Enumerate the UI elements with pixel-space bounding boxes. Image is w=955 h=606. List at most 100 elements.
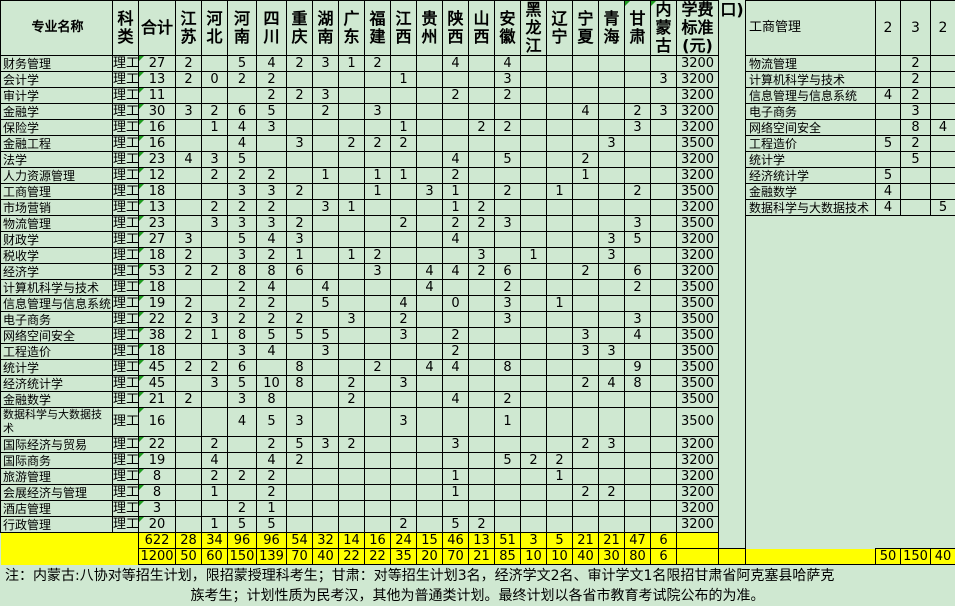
province-quota[interactable]: 3 [443, 437, 469, 453]
province-quota[interactable] [313, 485, 339, 501]
province-quota[interactable] [365, 312, 391, 328]
province-quota[interactable] [625, 72, 651, 88]
province-total[interactable]: 50 [176, 549, 202, 565]
province-quota[interactable] [176, 517, 202, 533]
province-quota[interactable]: 1 [443, 485, 469, 501]
province-quota[interactable]: 2 [257, 248, 287, 264]
province-quota[interactable] [313, 184, 339, 200]
province-quota[interactable] [365, 453, 391, 469]
province-quota[interactable] [365, 376, 391, 392]
province-quota[interactable] [469, 360, 495, 376]
header-province[interactable]: 辽宁 [547, 1, 573, 56]
province-quota[interactable] [365, 469, 391, 485]
province-quota[interactable]: 2 [495, 88, 521, 104]
province-quota[interactable]: 2 [495, 392, 521, 408]
province-quota[interactable] [391, 264, 417, 280]
right-major-name[interactable]: 物流管理 [746, 56, 876, 72]
province-quota[interactable] [547, 168, 573, 184]
province-quota[interactable] [176, 485, 202, 501]
totals-label[interactable] [1, 533, 139, 549]
right-empty[interactable] [746, 376, 955, 392]
right-quota[interactable] [876, 104, 901, 120]
province-quota[interactable]: 3 [417, 184, 443, 200]
right-quota[interactable]: 2 [901, 56, 931, 72]
right-major-name[interactable]: 网络空间安全 [746, 120, 876, 136]
province-quota[interactable] [547, 517, 573, 533]
right-empty[interactable] [746, 485, 955, 501]
major-type[interactable]: 理工 [113, 469, 139, 485]
province-quota[interactable] [391, 469, 417, 485]
province-quota[interactable]: 0 [443, 296, 469, 312]
province-quota[interactable] [443, 120, 469, 136]
province-quota[interactable]: 2 [176, 56, 202, 72]
major-name[interactable]: 税收学 [1, 248, 113, 264]
province-quota[interactable] [599, 328, 625, 344]
province-total[interactable]: 150 [228, 549, 257, 565]
major-name[interactable]: 人力资源管理 [1, 168, 113, 184]
province-quota[interactable] [287, 344, 313, 360]
province-quota[interactable] [651, 120, 677, 136]
province-total[interactable]: 3 [521, 533, 547, 549]
province-total[interactable]: 6 [651, 549, 677, 565]
province-quota[interactable] [573, 312, 599, 328]
province-total[interactable]: 28 [176, 533, 202, 549]
header-extra[interactable]: 口) [719, 1, 746, 56]
right-quota[interactable] [931, 72, 955, 88]
province-total[interactable]: 13 [469, 533, 495, 549]
province-total[interactable]: 16 [365, 533, 391, 549]
province-quota[interactable]: 2 [625, 184, 651, 200]
province-quota[interactable]: 5 [257, 104, 287, 120]
province-quota[interactable] [313, 408, 339, 437]
spacer-cell[interactable] [719, 200, 746, 216]
major-type[interactable]: 理工 [113, 216, 139, 232]
major-total[interactable]: 18 [139, 248, 176, 264]
province-quota[interactable] [176, 376, 202, 392]
major-total[interactable]: 19 [139, 453, 176, 469]
province-quota[interactable] [339, 104, 365, 120]
province-quota[interactable]: 6 [625, 264, 651, 280]
province-quota[interactable] [417, 200, 443, 216]
province-quota[interactable]: 2 [176, 72, 202, 88]
province-quota[interactable] [573, 136, 599, 152]
header-province[interactable]: 安徽 [495, 1, 521, 56]
province-quota[interactable] [651, 376, 677, 392]
header-province[interactable]: 湖南 [313, 1, 339, 56]
province-quota[interactable] [521, 104, 547, 120]
province-quota[interactable]: 3 [257, 120, 287, 136]
province-quota[interactable]: 1 [547, 296, 573, 312]
province-quota[interactable] [625, 501, 651, 517]
right-major-name[interactable]: 经济统计学 [746, 168, 876, 184]
province-quota[interactable] [625, 56, 651, 72]
tuition-fee[interactable]: 3200 [677, 88, 719, 104]
province-quota[interactable] [287, 501, 313, 517]
province-quota[interactable]: 2 [228, 501, 257, 517]
province-quota[interactable]: 1 [339, 200, 365, 216]
province-quota[interactable]: 3 [599, 437, 625, 453]
province-quota[interactable] [417, 408, 443, 437]
province-quota[interactable] [202, 184, 228, 200]
major-type[interactable]: 理工 [113, 72, 139, 88]
header-province[interactable]: 陕西 [443, 1, 469, 56]
province-quota[interactable] [417, 485, 443, 501]
fee-total[interactable] [677, 533, 719, 549]
tuition-fee[interactable]: 3500 [677, 184, 719, 200]
province-quota[interactable]: 5 [257, 517, 287, 533]
right-empty[interactable] [746, 437, 955, 453]
province-quota[interactable] [495, 469, 521, 485]
province-quota[interactable] [417, 392, 443, 408]
right-quota[interactable]: 4 [876, 88, 901, 104]
province-quota[interactable] [573, 517, 599, 533]
tuition-fee[interactable]: 3200 [677, 72, 719, 88]
province-quota[interactable]: 4 [257, 232, 287, 248]
tuition-fee[interactable]: 3200 [677, 437, 719, 453]
province-quota[interactable] [391, 200, 417, 216]
grand-total[interactable]: 1200 [139, 549, 176, 565]
major-name[interactable]: 审计学 [1, 88, 113, 104]
province-quota[interactable] [599, 296, 625, 312]
province-total[interactable]: 10 [521, 549, 547, 565]
province-quota[interactable] [495, 168, 521, 184]
tuition-fee[interactable]: 3200 [677, 200, 719, 216]
spacer-cell[interactable] [719, 136, 746, 152]
province-quota[interactable]: 2 [391, 517, 417, 533]
province-quota[interactable]: 3 [625, 312, 651, 328]
